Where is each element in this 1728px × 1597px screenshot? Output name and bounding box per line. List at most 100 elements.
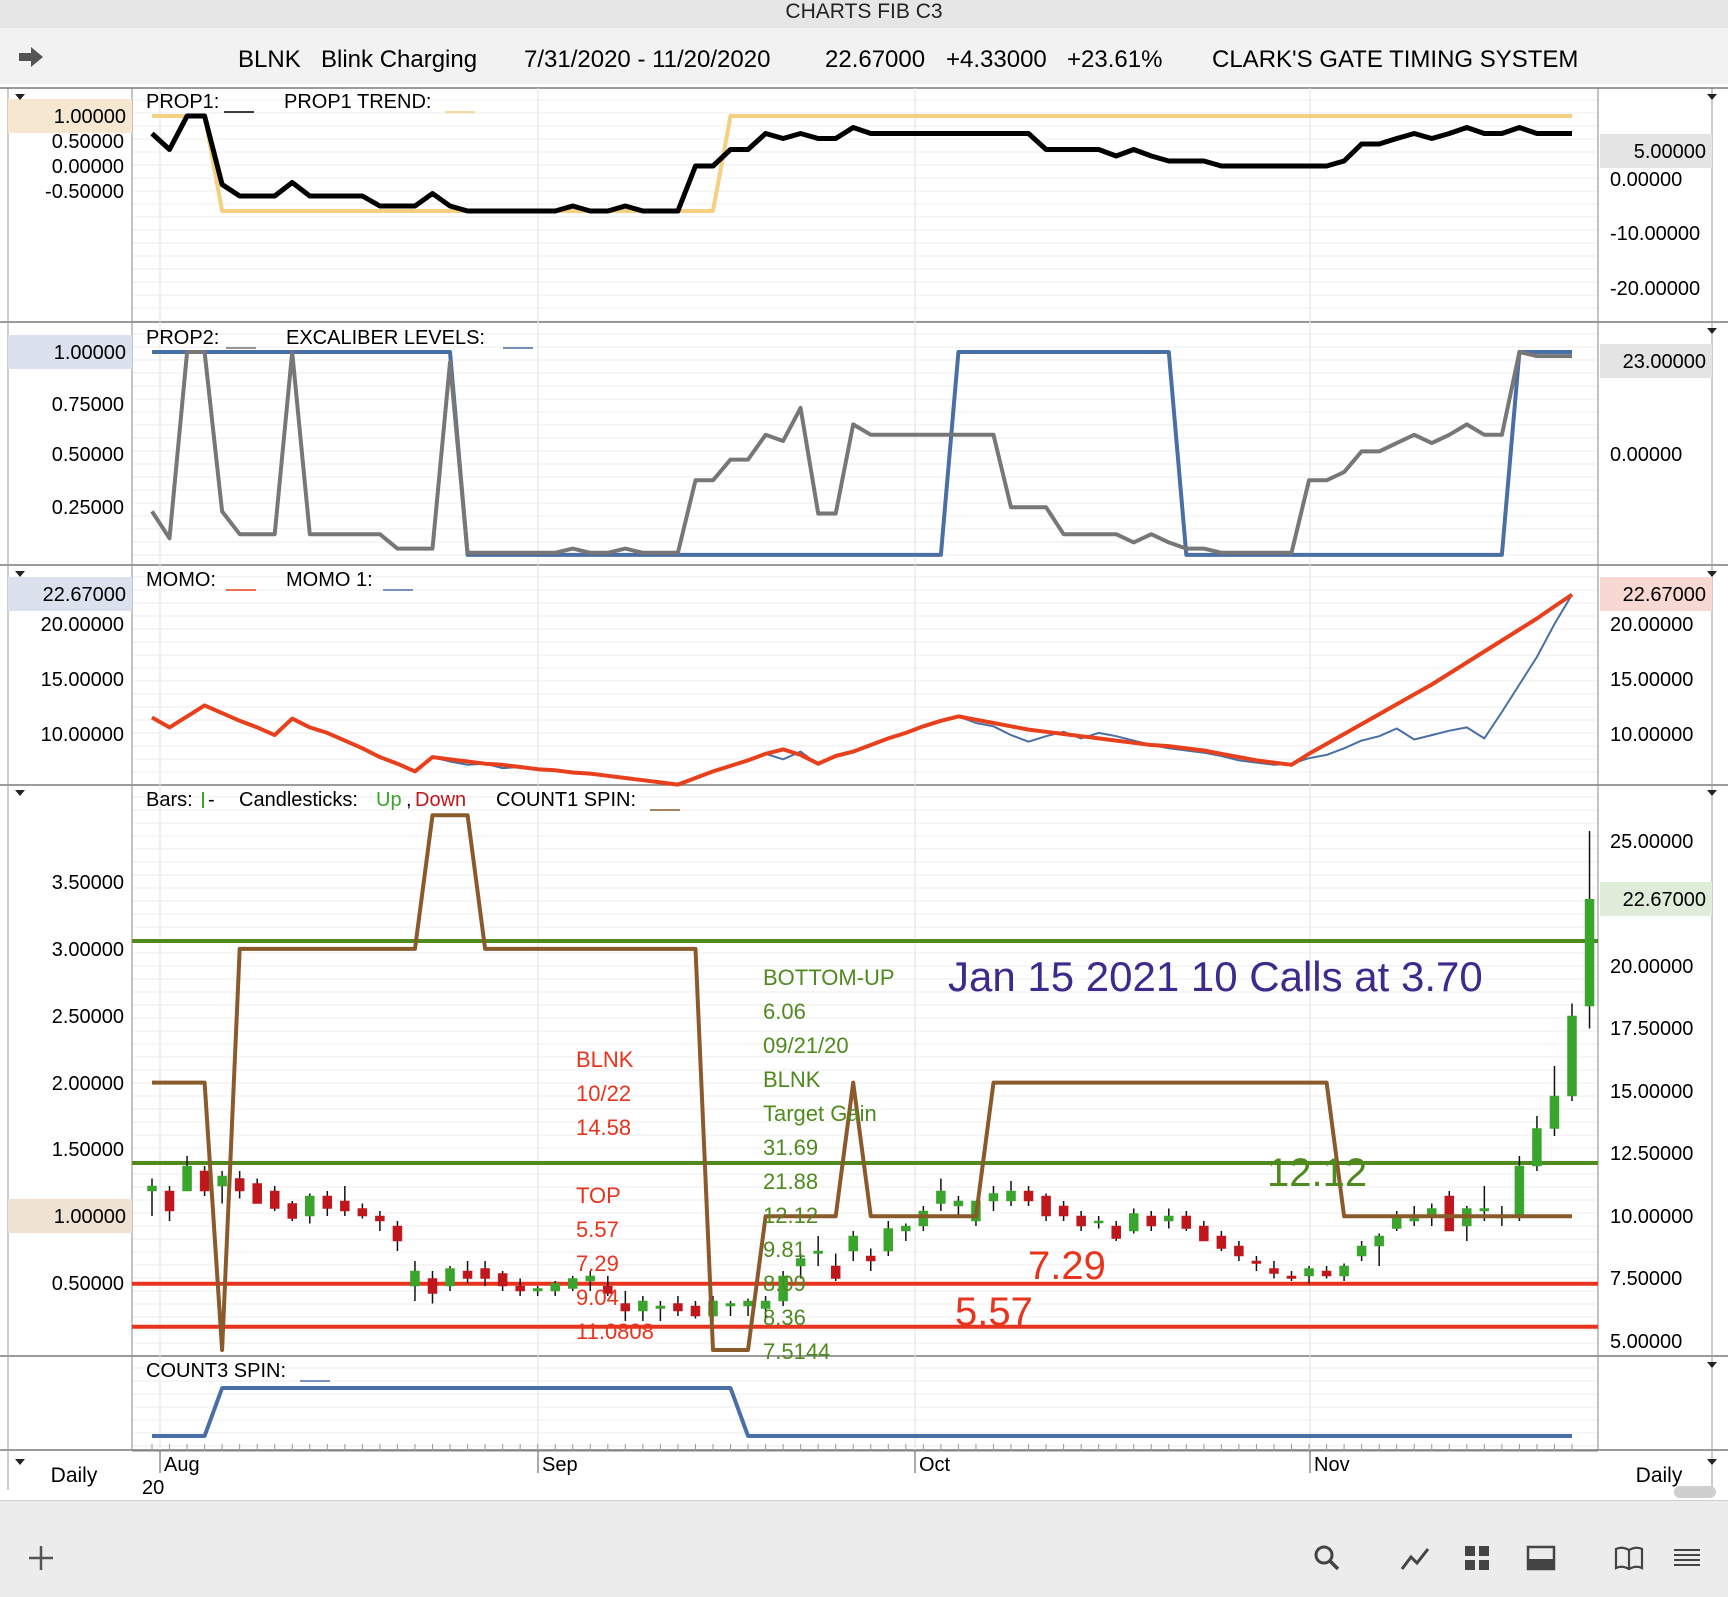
candle-body	[1058, 1205, 1069, 1217]
candle-body	[1479, 1208, 1490, 1212]
candle-body	[1023, 1190, 1034, 1202]
annotation-green: BLNK	[763, 1067, 821, 1092]
candle-body	[603, 1285, 613, 1294]
p2-left-tick: 0.25000	[52, 497, 124, 519]
candle-body	[1146, 1215, 1157, 1227]
candle-body	[1409, 1218, 1419, 1222]
candle-body	[1076, 1215, 1086, 1227]
candle-body	[1111, 1225, 1121, 1239]
line-chart-icon[interactable]	[1398, 1541, 1432, 1575]
collapse-triangle-icon[interactable]	[15, 1459, 25, 1465]
candle-body	[1444, 1195, 1455, 1232]
p2-left-badge: 1.00000	[54, 342, 126, 364]
candle-body	[725, 1303, 736, 1307]
p4-left-tick: 2.00000	[52, 1073, 124, 1095]
p3-legend-momo: MOMO:	[146, 569, 216, 591]
candle-body	[1269, 1268, 1279, 1274]
p4-left-tick: 2.50000	[52, 1006, 124, 1028]
p2-legend-prop2: PROP2:	[146, 327, 219, 349]
candle-body	[1304, 1268, 1314, 1277]
p4-left-tick: 3.50000	[52, 872, 124, 894]
p4-right-tick: 15.00000	[1610, 1081, 1693, 1103]
header-change: +4.33000	[946, 46, 1047, 73]
p4-right-tick: 12.50000	[1610, 1143, 1693, 1165]
candle-body	[445, 1268, 455, 1287]
candle-body	[147, 1185, 157, 1192]
p1-right-tick: -10.00000	[1610, 223, 1700, 245]
candle-body	[1006, 1190, 1016, 1202]
candle-body	[1567, 1015, 1577, 1097]
annotation-green: 12.12	[763, 1203, 818, 1228]
candle-body	[1041, 1195, 1051, 1217]
p1-left-tick: -0.50000	[45, 181, 124, 203]
collapse-triangle-icon[interactable]	[1707, 790, 1717, 796]
annotation-red-2: TOP	[576, 1183, 621, 1208]
p4-legend-count1: COUNT1 SPIN:	[496, 789, 636, 811]
candle-body	[620, 1303, 631, 1312]
annotation-green: 09/21/20	[763, 1033, 849, 1058]
candle-body	[673, 1303, 683, 1312]
candle-body	[1234, 1245, 1244, 1257]
candle-body	[778, 1275, 788, 1302]
prop1-trend-line	[152, 114, 1572, 213]
header-change-pct: +23.61%	[1067, 46, 1163, 73]
x-month-label: Sep	[542, 1454, 578, 1476]
candle-body	[269, 1190, 280, 1209]
annotation-557: 5.57	[955, 1290, 1033, 1334]
candles-group	[147, 831, 1595, 1321]
collapse-triangle-icon[interactable]	[1707, 571, 1717, 577]
candle-body	[515, 1285, 525, 1292]
candle-body	[234, 1178, 245, 1192]
p4-legend-up: Up	[376, 789, 402, 811]
collapse-triangle-icon[interactable]	[1707, 94, 1717, 100]
candle-body	[1286, 1275, 1297, 1279]
p4-left-badge-bg	[8, 1199, 132, 1233]
collapse-triangle-icon[interactable]	[1707, 1459, 1717, 1465]
grid-layout-icon[interactable]	[1460, 1541, 1494, 1575]
prop1-line	[150, 113, 1572, 214]
candle-body	[1339, 1265, 1349, 1277]
annotation-red-2: 9.04	[576, 1285, 619, 1310]
add-icon[interactable]	[24, 1541, 58, 1575]
candle-body	[743, 1300, 753, 1307]
scrollbar-thumb[interactable]	[1674, 1486, 1716, 1498]
candle-body	[164, 1190, 175, 1212]
candle-body	[1181, 1215, 1192, 1229]
search-icon[interactable]	[1310, 1541, 1344, 1575]
annotation-purple-note: Jan 15 2021 10 Calls at 3.70	[948, 953, 1483, 1000]
candle-body	[690, 1305, 701, 1317]
p4-legend-down: Down	[415, 789, 466, 811]
book-icon[interactable]	[1612, 1541, 1646, 1575]
collapse-triangle-icon[interactable]	[1707, 328, 1717, 334]
annotation-green: 8.09	[763, 1271, 806, 1296]
collapse-triangle-icon[interactable]	[15, 790, 25, 796]
panel-icon[interactable]	[1524, 1541, 1558, 1575]
p4-right-badge: 22.67000	[1623, 889, 1706, 911]
arrow-right-icon[interactable]	[16, 42, 46, 72]
x-axis-bg	[132, 1451, 1598, 1497]
p2-left-badge-bg	[8, 335, 132, 369]
candle-body	[392, 1225, 403, 1242]
p3-left-tick: 10.00000	[41, 724, 124, 746]
p4-legend-comma: ,	[406, 789, 412, 811]
period-left: Daily	[51, 1464, 98, 1487]
candle-body	[375, 1215, 385, 1222]
p1-legend-prop1: PROP1:	[146, 91, 219, 113]
candle-body	[252, 1183, 262, 1204]
p4-right-tick: 7.50000	[1610, 1268, 1682, 1290]
annotation-green: 8.36	[763, 1305, 806, 1330]
collapse-triangle-icon[interactable]	[15, 571, 25, 577]
p3-right-tick: 20.00000	[1610, 614, 1693, 636]
p3-right-tick: 15.00000	[1610, 669, 1693, 691]
menu-icon[interactable]	[1670, 1541, 1704, 1575]
x-month-label: Nov	[1314, 1454, 1350, 1476]
collapse-triangle-icon[interactable]	[15, 94, 25, 100]
candle-body	[1251, 1260, 1262, 1264]
candle-body	[182, 1165, 192, 1192]
p4-left-badge: 1.00000	[54, 1206, 126, 1228]
annotation-red-2: 11.0808	[576, 1319, 654, 1344]
collapse-triangle-icon[interactable]	[1707, 1362, 1717, 1368]
prop2-line	[150, 350, 1572, 555]
p3-right-tick: 10.00000	[1610, 724, 1693, 746]
annotation-red-2: 5.57	[576, 1217, 619, 1242]
